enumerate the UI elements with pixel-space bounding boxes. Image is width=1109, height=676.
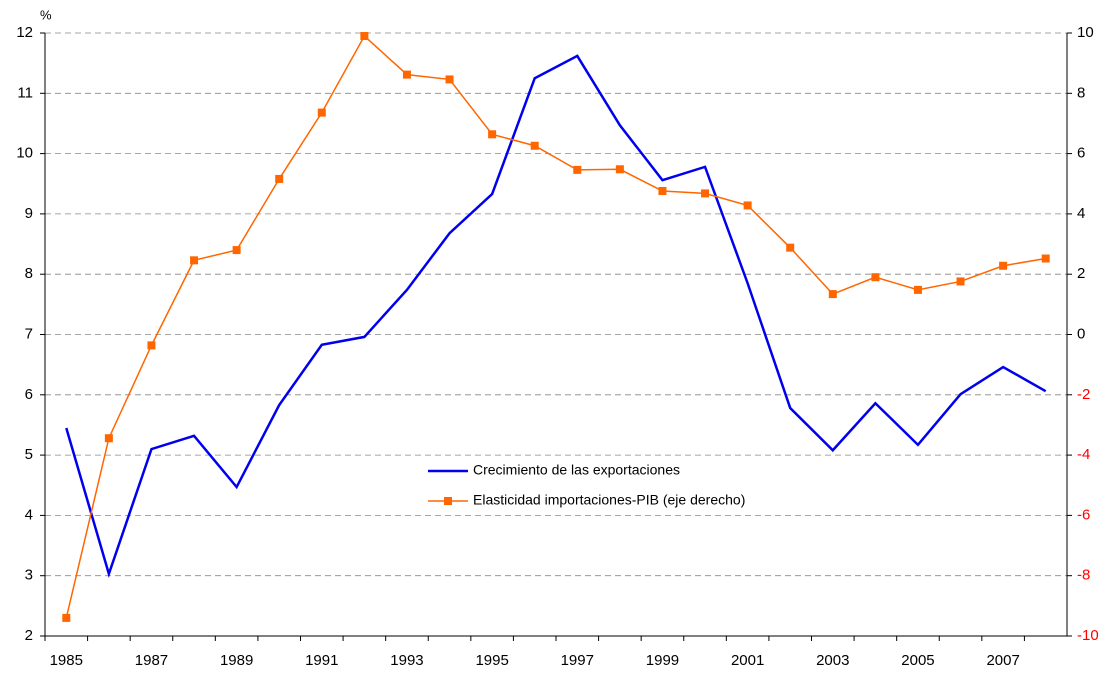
x-tick-label: 2007 (986, 652, 1019, 669)
y-tick-label: 2 (25, 627, 33, 644)
y-tick-label: 5 (25, 446, 33, 463)
series-line (65, 34, 1046, 619)
point-marker (530, 141, 539, 150)
point-marker (956, 277, 965, 286)
point-marker (402, 70, 411, 79)
point-marker (488, 130, 497, 139)
legend-label: Crecimiento de las exportaciones (473, 462, 680, 478)
y-tick-label: 9 (25, 205, 33, 222)
y-tick-label: 11 (17, 84, 33, 101)
x-tick-label: 1985 (50, 652, 83, 669)
legend-label: Elasticidad importaciones-PIB (eje derec… (473, 492, 745, 508)
series-line (65, 54, 1047, 579)
point-marker (232, 246, 241, 255)
y2-tick-label: -4 (1077, 446, 1090, 463)
x-tick-label: 1987 (135, 652, 168, 669)
y2-tick-label: 4 (1077, 205, 1085, 222)
y-tick-label: 6 (25, 386, 33, 403)
point-marker (913, 285, 922, 294)
legend-marker (444, 497, 452, 505)
x-tick-label: 2001 (731, 652, 764, 669)
y-tick-label: 7 (25, 325, 33, 342)
point-marker (615, 165, 624, 174)
y2-tick-label: -10 (1077, 627, 1099, 644)
x-tick-label: 1995 (475, 652, 508, 669)
x-tick-label: 1997 (561, 652, 594, 669)
point-marker (701, 189, 710, 198)
point-marker (1041, 254, 1050, 263)
y-tick-label: 12 (16, 24, 33, 41)
y-tick-label: 3 (25, 567, 33, 584)
y2-tick-label: 2 (1077, 265, 1085, 282)
point-marker (743, 201, 752, 210)
x-tick-label: 2003 (816, 652, 849, 669)
y2-tick-label: -2 (1077, 386, 1090, 403)
y2-tick-label: 6 (1077, 145, 1085, 162)
y2-tick-label: -6 (1077, 506, 1090, 523)
point-marker (147, 341, 156, 350)
point-marker (658, 186, 667, 195)
y-tick-label: 10 (16, 145, 33, 162)
point-marker (360, 32, 369, 41)
y2-tick-label: 10 (1077, 24, 1094, 41)
x-tick-label: 1999 (646, 652, 679, 669)
point-marker (828, 290, 837, 299)
y-unit-label: % (40, 7, 52, 22)
x-tick-label: 2005 (901, 652, 934, 669)
point-marker (275, 174, 284, 183)
point-marker (871, 273, 880, 282)
point-marker (999, 261, 1008, 270)
point-marker (573, 165, 582, 174)
x-tick-label: 1991 (305, 652, 338, 669)
point-marker (317, 108, 326, 117)
y2-tick-label: 0 (1077, 325, 1085, 342)
y-tick-label: 4 (25, 506, 33, 523)
point-marker (190, 256, 199, 265)
y-tick-label: 8 (25, 265, 33, 282)
point-marker (445, 75, 454, 84)
point-marker (62, 613, 71, 622)
x-tick-label: 1993 (390, 652, 423, 669)
point-marker (104, 434, 113, 443)
point-marker (786, 243, 795, 252)
x-tick-label: 1989 (220, 652, 253, 669)
y2-tick-label: -8 (1077, 567, 1090, 584)
y2-tick-label: 8 (1077, 84, 1085, 101)
